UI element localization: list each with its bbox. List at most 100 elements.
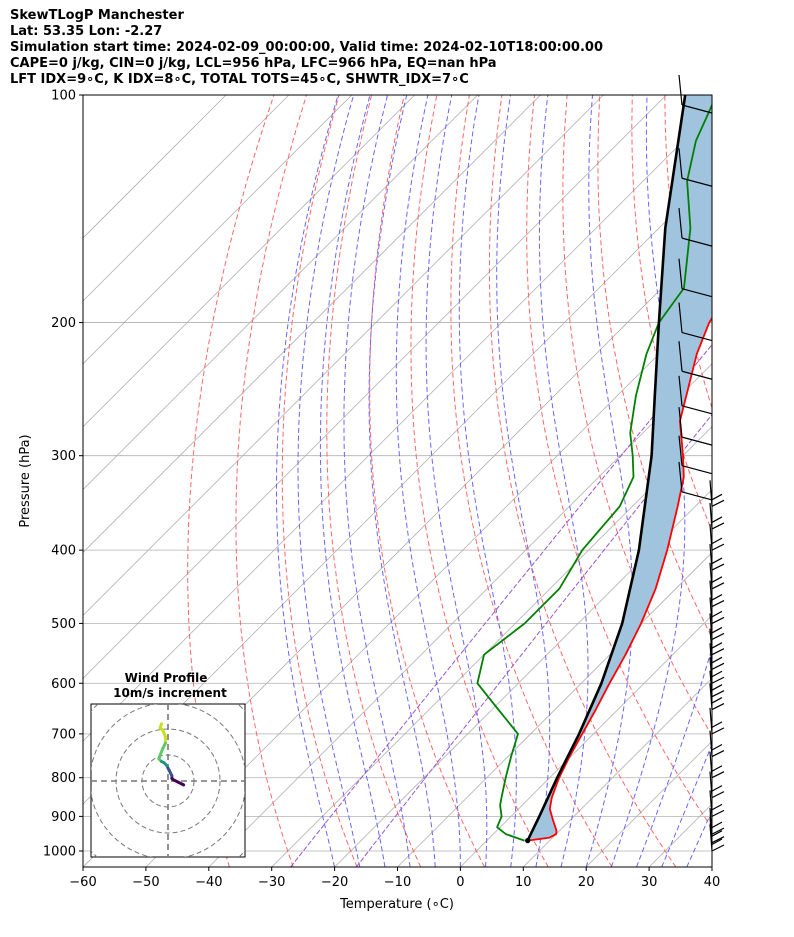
dry-adiabat-line: [187, 95, 275, 867]
isotherm-line: [208, 363, 712, 867]
isotherm-line: [83, 95, 415, 428]
x-tick-label: −10: [384, 875, 411, 890]
title-stability-indices: LFT IDX=9∘C, K IDX=8∘C, TOTAL TOTS=45∘C,…: [10, 72, 469, 87]
moist-adiabat-line: [395, 95, 461, 867]
x-tick-label: −30: [258, 875, 285, 890]
title-cape-indices: CAPE=0 j/kg, CIN=0 j/kg, LCL=956 hPa, LF…: [10, 56, 497, 71]
y-tick-label: 1000: [43, 844, 76, 859]
isotherm-line: [711, 866, 712, 867]
dry-adiabat-line: [597, 95, 712, 639]
dry-adiabat-line: [450, 95, 613, 867]
dry-adiabat-line: [526, 95, 712, 829]
wind-barb: [678, 461, 713, 501]
dry-adiabat-line: [730, 95, 794, 867]
wind-barb: [678, 375, 713, 415]
moist-adiabat-line: [276, 95, 339, 867]
y-tick-label: 700: [51, 727, 76, 742]
title-block: SkewTLogP Manchester Lat: 53.35 Lon: -2.…: [10, 8, 603, 88]
hodograph-trace-segment: [176, 780, 186, 787]
mixing-ratio-line: [355, 413, 712, 867]
y-tick-label: 800: [51, 771, 76, 786]
x-tick-label: 0: [456, 875, 464, 890]
isotherm-line: [83, 95, 290, 302]
wind-barb: [678, 74, 713, 114]
y-tick-label: 500: [51, 617, 76, 632]
y-tick-label: 300: [51, 449, 76, 464]
parcel-profile-line: [526, 95, 687, 842]
isotherm-line: [145, 300, 712, 867]
dry-adiabat-line: [763, 95, 794, 867]
parcel-start-marker: [525, 838, 531, 844]
isotherm-line: [460, 614, 712, 867]
title-station: SkewTLogP Manchester: [10, 8, 184, 23]
moist-adiabat-line: [496, 95, 551, 867]
moist-adiabat-line: [737, 95, 794, 867]
wind-barb: [678, 341, 713, 380]
dry-adiabat-line: [562, 95, 712, 737]
hodograph-title: Wind Profile: [125, 671, 208, 685]
x-tick-label: −50: [132, 875, 159, 890]
dewpoint-profile-line: [476, 103, 712, 842]
isotherm-line: [271, 426, 712, 867]
x-tick-label: 30: [641, 875, 658, 890]
moist-adiabat-line: [319, 95, 386, 867]
wind-barb: [678, 435, 713, 475]
x-tick-label: −20: [321, 875, 348, 890]
moist-adiabat-line: [610, 95, 686, 867]
cape-fill-layer: [527, 95, 712, 841]
x-tick-label: −60: [69, 875, 96, 890]
y-tick-label: 400: [51, 544, 76, 559]
dry-adiabat-line: [369, 95, 485, 867]
isotherm-line: [83, 95, 353, 365]
cape-area: [527, 95, 712, 841]
x-tick-label: 40: [704, 875, 721, 890]
dry-adiabat-line: [235, 95, 307, 867]
title-times: Simulation start time: 2024-02-09_00:00:…: [10, 40, 603, 55]
x-axis-title: Temperature (∘C): [339, 897, 454, 912]
isotherm-line: [334, 489, 712, 867]
dry-adiabat-line: [281, 95, 358, 867]
hodograph-subtitle: 10m/s increment: [113, 686, 227, 700]
x-tick-label: 10: [515, 875, 532, 890]
y-tick-label: 600: [51, 677, 76, 692]
y-axis-title: Pressure (hPa): [18, 434, 33, 527]
y-tick-label: 200: [51, 316, 76, 331]
wind-barb: [678, 208, 713, 247]
moist-adiabat-line: [343, 95, 411, 867]
y-tick-label: 900: [51, 810, 76, 825]
isotherm-line: [83, 111, 712, 742]
moist-adiabat-line: [425, 95, 488, 867]
moist-adiabat-line: [538, 95, 589, 867]
y-tick-label: 100: [51, 89, 76, 104]
moist-adiabat-line: [458, 95, 517, 867]
isotherm-line: [775, 95, 794, 867]
isotherm-line: [83, 95, 227, 239]
wind-barb: [678, 258, 713, 298]
wind-barb: [678, 407, 713, 446]
dry-adiabat-line: [488, 95, 677, 867]
dry-adiabat-line: [410, 95, 549, 867]
moist-adiabat-line: [661, 742, 712, 867]
title-latlon: Lat: 53.35 Lon: -2.27: [10, 24, 163, 39]
isotherm-line: [83, 95, 604, 616]
hodograph: Wind Profile 10m/s increment: [90, 671, 246, 858]
moist-adiabat-line: [585, 95, 634, 867]
wind-barb: [678, 302, 713, 342]
background-lines: [83, 95, 794, 867]
moist-adiabat-line: [297, 95, 361, 867]
isotherm-line: [523, 677, 712, 867]
isotherm-line: [83, 95, 478, 491]
axes: −60 −50 −40 −30 −20 −10 0 10 20 30 40 1000 900 800 700…: [43, 89, 720, 891]
wind-barbs: [678, 74, 725, 852]
wind-barb: [678, 148, 713, 187]
x-tick-label: 20: [578, 875, 595, 890]
moist-adiabat-line: [636, 646, 712, 867]
isotherm-line: [83, 95, 541, 554]
temperature-profile-line: [527, 316, 712, 842]
profiles-layer: [476, 95, 712, 844]
mixing-ratio-line: [290, 343, 712, 867]
moist-adiabat-line: [368, 95, 436, 867]
moist-adiabat-line: [711, 865, 712, 867]
x-tick-label: −40: [195, 875, 222, 890]
